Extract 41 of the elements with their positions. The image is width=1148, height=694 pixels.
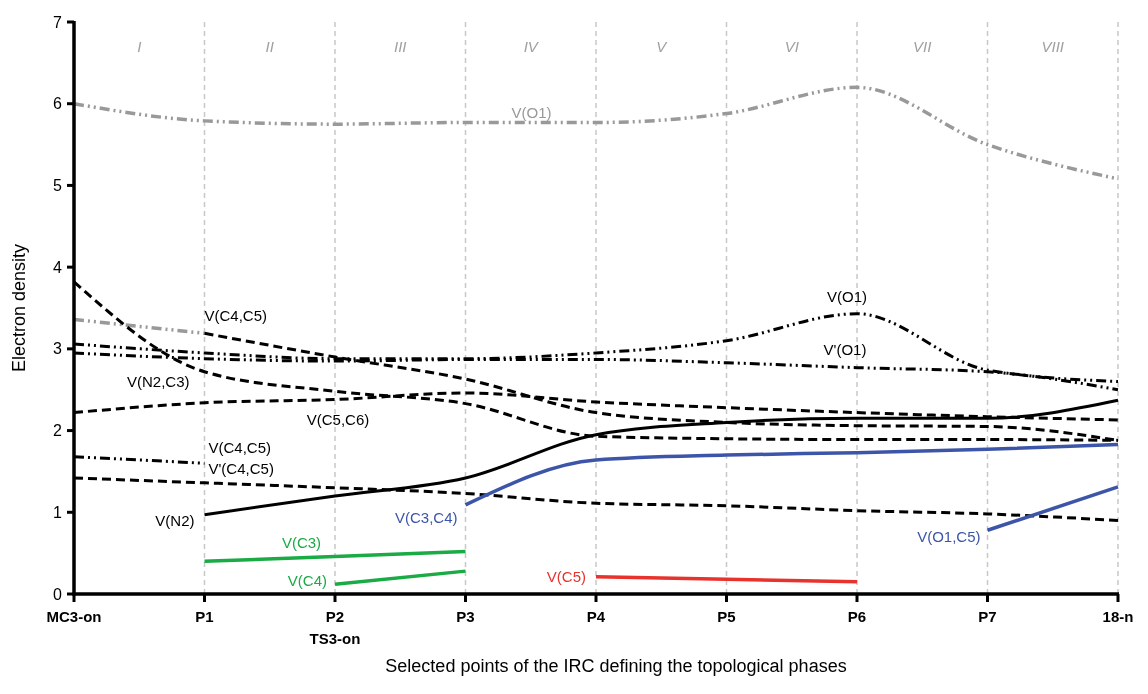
y-tick-label: 5 [53, 177, 63, 195]
annotation: VIII [1041, 38, 1065, 55]
x-tick-label: P4 [586, 608, 606, 625]
y-axis-title: Electron density [9, 243, 29, 373]
y-tick-label: 7 [53, 13, 63, 31]
x-tick-label: P1 [195, 608, 214, 625]
series-label: V(C4) [287, 572, 327, 590]
series-label: V(C5) [546, 567, 586, 585]
series-label: V(C3,C4) [394, 508, 458, 526]
annotation: IV [523, 38, 540, 55]
annotation: III [393, 38, 407, 55]
series-label: V(O1,C5) [917, 528, 981, 546]
series-label: V(C4,C5) [208, 439, 272, 457]
x-tick-label: P6 [847, 608, 867, 625]
series-label: V(C5,C6) [306, 410, 370, 428]
series-label: V'(O1) [823, 340, 867, 358]
annotation: VI [784, 38, 799, 55]
y-tick-label: 0 [53, 585, 63, 603]
x-tick-label: P7 [978, 608, 997, 625]
y-tick-label: 1 [53, 503, 63, 521]
series-label: V(C3) [281, 534, 322, 552]
annotation: VII [913, 38, 932, 55]
x-tick-label: MC3-on [46, 608, 102, 625]
x-tick-label: P2 TS3-on [309, 608, 361, 647]
series-label: V'(C4,C5) [208, 459, 274, 477]
annotation: V [656, 38, 669, 55]
series-label: V(O1) [511, 103, 552, 121]
y-tick-label: 2 [53, 422, 63, 440]
x-axis-title: Selected points of the IRC defining the topological phases [385, 656, 847, 676]
series-label: V(O1) [826, 287, 868, 305]
y-tick-label: 4 [53, 258, 63, 276]
y-tick-label: 3 [53, 340, 63, 358]
y-tick-label: 6 [53, 95, 63, 113]
series-label: V(N2) [155, 511, 195, 529]
annotation: II [265, 38, 274, 55]
x-tick-label: 18-n [1102, 608, 1134, 625]
x-tick-label: P3 [456, 608, 475, 625]
x-tick-label: P5 [717, 608, 736, 625]
annotation: I [137, 38, 142, 55]
series-label: V(C4,C5) [204, 307, 268, 325]
series-label: V(N2,C3) [126, 372, 190, 390]
